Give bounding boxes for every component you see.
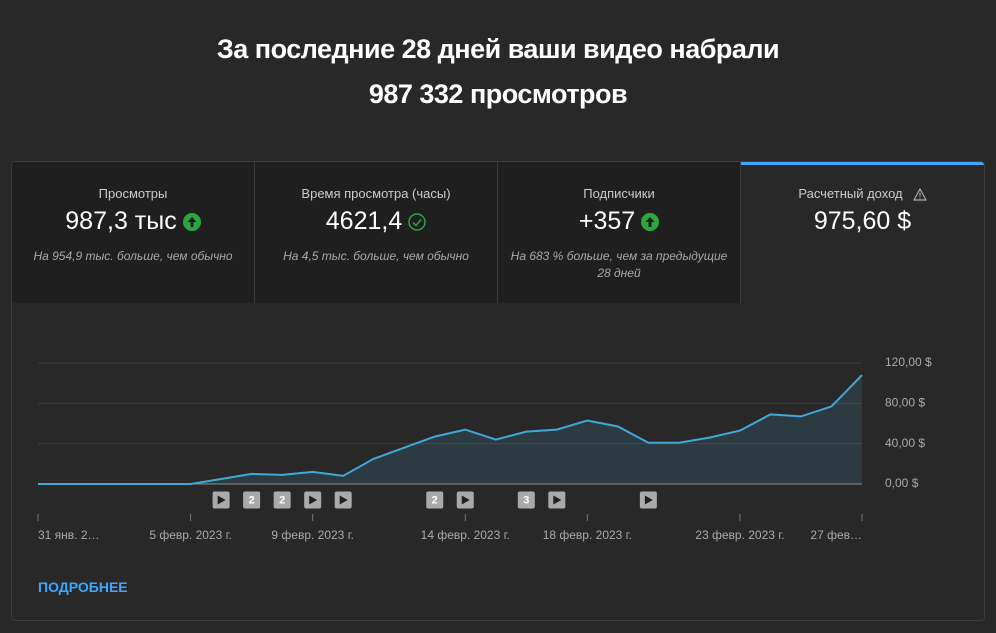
- tab-title: Просмотры: [98, 186, 168, 201]
- video-marker: [426, 491, 444, 509]
- tab[interactable]: Просмотры 987,3 тыс На 954,9 тыс. больше…: [12, 162, 255, 303]
- tab[interactable]: Подписчики +357 На 683 % больше, чем за …: [498, 162, 741, 303]
- y-tick-label: 120,00 $: [885, 355, 932, 369]
- tab-note: На 954,9 тыс. больше, чем обычно: [33, 249, 233, 263]
- title-text: Расчетный доход: [798, 186, 903, 201]
- x-tick-label: 18 февр. 2023 г.: [543, 528, 632, 542]
- tab-value: 4621,4: [255, 207, 497, 236]
- tab-title: Подписчики: [583, 186, 655, 201]
- x-tick-label: 14 февр. 2023 г.: [421, 528, 510, 542]
- tab[interactable]: Время просмотра (часы) 4621,4 На 4,5 тыс…: [255, 162, 498, 303]
- line: [38, 374, 863, 485]
- video-marker: [273, 491, 291, 509]
- tab-title: Расчетный доход: [741, 186, 984, 201]
- title-line: За последние 28 дней ваши видео набрали: [216, 34, 780, 64]
- tab-title: Время просмотра (часы): [301, 186, 451, 201]
- x-tick-label: 31 янв. 2…: [38, 528, 100, 542]
- play-icon: [644, 495, 653, 505]
- tab-value: 987,3 тыс: [12, 207, 254, 236]
- play-icon: [461, 495, 470, 505]
- play-icon: [309, 495, 318, 505]
- video-count: 2: [279, 494, 285, 506]
- play-icon: [217, 495, 226, 505]
- tabs: Просмотры 987,3 тыс На 954,9 тыс. больше…: [12, 162, 984, 303]
- x-tick-label: 27 фев…: [810, 528, 862, 542]
- up-icon: [641, 213, 660, 232]
- analytics-card: Просмотры 987,3 тыс На 954,9 тыс. больше…: [11, 161, 985, 621]
- play-icon: [553, 495, 562, 505]
- y-tick-label: 80,00 $: [885, 396, 925, 410]
- video-count: 3: [523, 494, 529, 506]
- x-tick-label: 5 февр. 2023 г.: [149, 528, 232, 542]
- y-tick-label: 40,00 $: [885, 436, 925, 450]
- video-count: 2: [249, 494, 255, 506]
- area: [38, 375, 862, 484]
- y-tick-label: 0,00 $: [885, 476, 919, 490]
- tab-note: На 683 % больше, чем за предыдущие 28 дн…: [510, 249, 728, 280]
- tab-note: На 4,5 тыс. больше, чем обычно: [283, 249, 469, 263]
- video-marker: [517, 491, 535, 509]
- more-link[interactable]: ПОДРОБНЕЕ: [38, 579, 128, 595]
- x-tick-label: 23 февр. 2023 г.: [695, 528, 784, 542]
- up-icon: [182, 213, 201, 232]
- video-count: 2: [432, 494, 438, 506]
- video-marker: [243, 491, 261, 509]
- x-tick-label: 9 февр. 2023 г.: [271, 528, 354, 542]
- warning-icon: [912, 188, 927, 201]
- check-icon: [408, 213, 426, 232]
- play-icon: [339, 495, 348, 505]
- value-text: 4621,4: [325, 207, 403, 235]
- value-text: 987,3 тыс: [65, 207, 177, 235]
- tab-value: +357: [498, 207, 740, 236]
- value-text: +357: [578, 207, 636, 235]
- tab-value: 975,60 $: [813, 207, 912, 235]
- title-line: 987 332 просмотров: [368, 79, 628, 109]
- tab-selected[interactable]: Расчетный доход 975,60 $: [741, 162, 984, 303]
